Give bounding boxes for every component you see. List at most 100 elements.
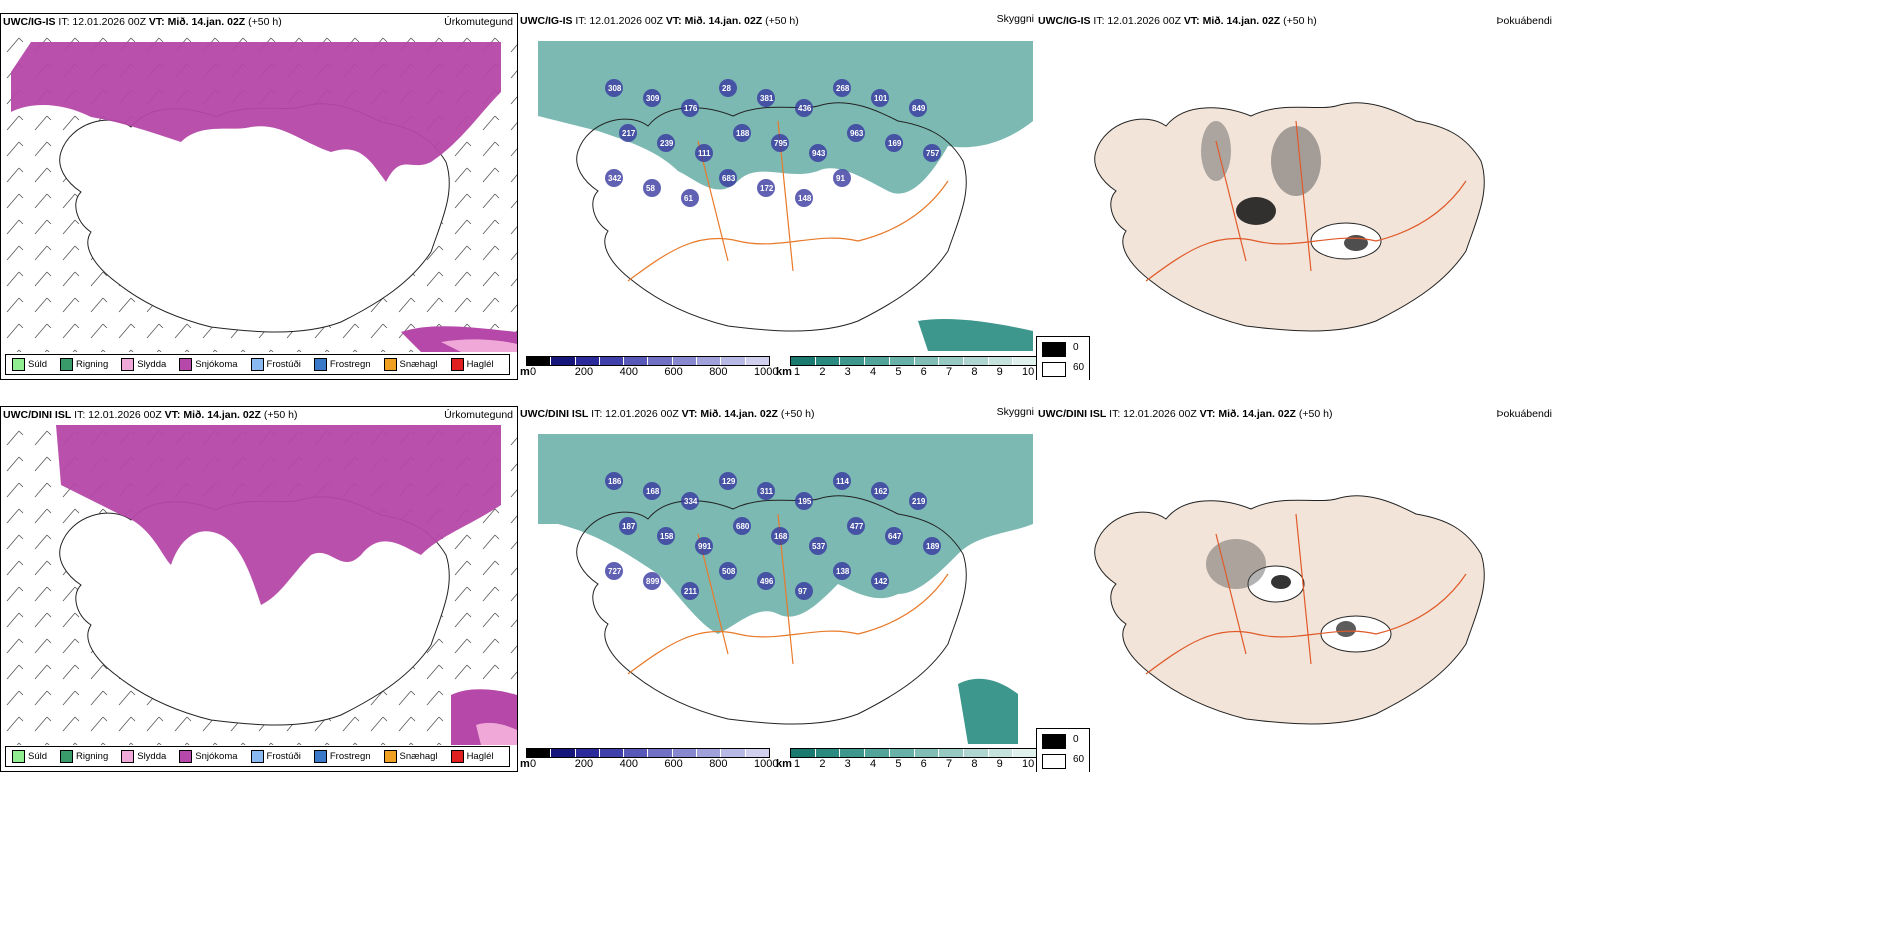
fog-legend: 0 60 [1036,336,1090,380]
sleet-area [476,722,517,745]
panel-title: UWC/DINI ISL IT: 12.01.2026 00Z VT: Mið.… [520,408,815,420]
colorbar-tick: 9 [996,758,1003,770]
visibility-panel-top: UWC/IG-IS IT: 12.01.2026 00Z VT: Mið. 14… [518,13,1036,380]
colorbar-swatch [551,357,576,365]
legend-item: Snæhagl [383,358,438,371]
ceiling-value-label: 158 [660,532,674,541]
fog-legend: 0 60 [1036,728,1090,772]
legend-item: Frostúði [250,358,301,371]
colorbar-tick: 3 [844,366,851,378]
legend-item: Frostregn [313,358,371,371]
ceiling-value-label: 148 [798,194,812,203]
colorbar-swatch [1013,357,1036,365]
fog-index-panel-top: UWC/IG-IS IT: 12.01.2026 00Z VT: Mið. 14… [1036,13,1556,380]
colorbar-swatch [648,749,673,757]
panel-tag: Þokuábendi [1496,408,1552,420]
visibility-panel-bottom: UWC/DINI ISL IT: 12.01.2026 00Z VT: Mið.… [518,406,1036,772]
ceiling-value-label: 477 [850,522,864,531]
ceiling-value-label: 172 [760,184,774,193]
colorbar-tick: 0 [530,758,537,770]
colorbar-tick: 3 [844,758,851,770]
colorbar-tick: 8 [971,366,978,378]
ceiling-value-label: 537 [812,542,826,551]
colorbar-swatch [745,357,769,365]
panel-tag: Skyggni [996,406,1034,418]
fog-map [1094,102,1485,332]
colorbar-swatch [648,357,673,365]
ceiling-value-label: 189 [926,542,940,551]
ceiling-value-label: 176 [684,104,698,113]
colorbar-swatch [697,749,722,757]
sleet-area [441,339,517,352]
colorbar-swatch [988,749,1014,757]
ceiling-value-label: 943 [812,149,826,158]
colorbar-tick: 200 [574,366,594,378]
colorbar-swatch [988,357,1014,365]
ceiling-value-label: 58 [646,184,655,193]
colorbar-swatch [791,749,816,757]
colorbar-swatch [672,357,698,365]
legend-item: Snjókoma [179,750,238,763]
colorbar-swatch [939,749,964,757]
ceiling-value-label: 963 [850,129,864,138]
colorbar-tick: 1000 [754,758,779,770]
ceiling-value-label: 680 [736,522,750,531]
colorbar-tick: 600 [664,758,683,770]
colorbar-tick: 5 [895,758,902,770]
precip-legend: Súld Rigning Slydda Snjókoma Frostúði Fr… [5,746,510,767]
panel-title: UWC/IG-IS IT: 12.01.2026 00Z VT: Mið. 14… [3,16,282,28]
colorbar-swatch [865,357,890,365]
roads [1145,120,1467,282]
colorbar-swatch [815,749,841,757]
ceiling-value-label: 91 [836,174,845,183]
visibility-colorbar: km 1 2 3 4 5 6 7 8 9 10 [776,748,1036,770]
ceiling-value-label: 508 [722,567,736,576]
ceiling-value-label: 334 [684,497,698,506]
ceiling-value-label: 683 [722,174,736,183]
fog-area-se [958,678,1018,744]
ceiling-value-label: 162 [874,487,888,496]
precip-type-panel-top: UWC/IG-IS IT: 12.01.2026 00Z VT: Mið. 14… [0,13,518,380]
colorbar-swatch [721,357,746,365]
legend-item: Súld [12,750,47,763]
ceiling-value-label: 239 [660,139,674,148]
ceiling-colorbar: m 0 200 400 600 800 1000 [520,356,778,378]
legend-item: Haglél [450,358,494,371]
panel-tag: Skyggni [996,13,1034,25]
colorbar-swatch [1013,749,1036,757]
ceiling-value-label: 899 [646,577,660,586]
ceiling-value-label: 757 [926,149,940,158]
ceiling-value-label: 138 [836,567,850,576]
colorbar-swatch [840,357,866,365]
legend-item: Snjókoma [179,358,238,371]
colorbar-swatch [527,749,552,757]
panel-tag: Úrkomutegund [444,16,513,28]
legend-item: Frostregn [313,750,371,763]
ceiling-value-label: 168 [774,532,788,541]
fog-area [538,41,1033,194]
colorbar-tick: 800 [709,366,728,378]
colorbar-swatch [672,749,698,757]
ceiling-value-label: 211 [684,587,697,596]
ceiling-value-label: 186 [608,477,622,486]
colorbar-tick: 2 [819,366,826,378]
legend-item: Rigning [60,750,108,763]
ceiling-value-label: 496 [760,577,774,586]
ceiling-value-label: 727 [608,567,622,576]
colorbar-tick: 7 [946,758,953,770]
colorbar-swatch [624,749,649,757]
colorbar-swatch [939,357,964,365]
ceiling-labels: 308 309 176 28 381 436 268 101 849 217 239 111 188 79… [605,79,941,207]
ceiling-value-label: 129 [722,477,736,486]
colorbar-tick: 1000 [754,366,779,378]
ceiling-value-label: 436 [798,104,812,113]
colorbar-tick: 4 [870,366,877,378]
colorbar-swatch [624,357,649,365]
colorbar-swatch [599,749,625,757]
panel-title: UWC/IG-IS IT: 12.01.2026 00Z VT: Mið. 14… [520,15,799,27]
legend-item: Súld [12,358,47,371]
colorbar-tick: 800 [709,758,728,770]
colorbar-swatch [551,749,576,757]
ceiling-value-label: 217 [622,129,636,138]
colorbar-swatch [840,749,866,757]
